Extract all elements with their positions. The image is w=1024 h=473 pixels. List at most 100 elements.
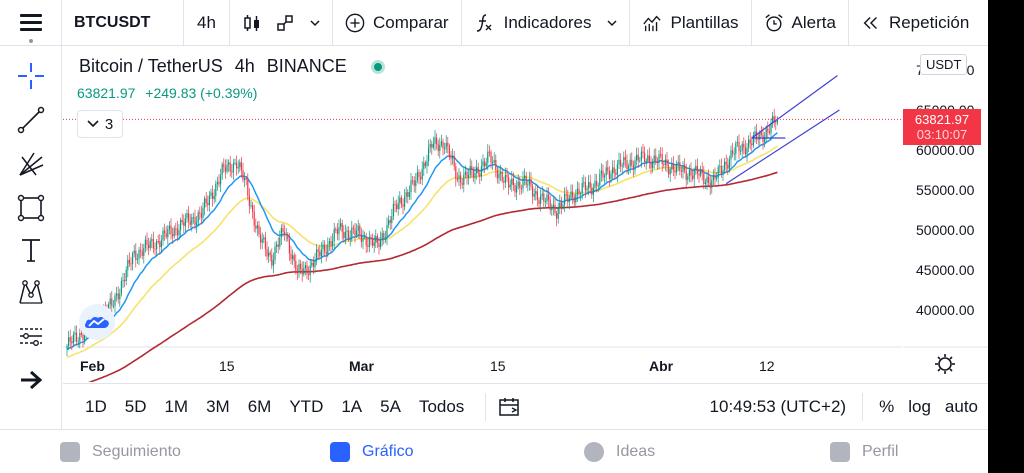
interval-button[interactable]: 4h xyxy=(184,0,230,46)
candle-body xyxy=(639,160,641,162)
candle-body xyxy=(392,203,394,217)
candle-body xyxy=(728,159,730,169)
percent-scale-toggle[interactable]: % xyxy=(879,397,895,416)
indicators-toggle-button[interactable]: 3 xyxy=(77,110,123,138)
menu-button[interactable] xyxy=(0,0,62,46)
pattern-tool[interactable] xyxy=(13,274,49,310)
range-1m[interactable]: 1M xyxy=(164,396,189,416)
replay-button[interactable]: Repetición xyxy=(849,0,981,46)
candle-body xyxy=(421,168,423,180)
crosshair-tool[interactable] xyxy=(13,58,49,94)
compare-button[interactable]: Comparar xyxy=(333,0,462,46)
text-tool[interactable] xyxy=(13,232,49,268)
candle-body xyxy=(173,228,175,237)
candle-body xyxy=(71,341,73,344)
candle-body xyxy=(602,170,604,178)
tradingview-logo[interactable] xyxy=(79,304,115,340)
chart-pane[interactable]: 70000.0065000.0060000.0055000.0050000.00… xyxy=(63,46,988,391)
auto-scale-toggle[interactable]: auto xyxy=(944,397,978,416)
candle-body xyxy=(148,244,150,249)
prediction-tool[interactable] xyxy=(13,318,49,354)
price-chart[interactable]: 70000.0065000.0060000.0055000.0050000.00… xyxy=(63,46,988,391)
menu-icon xyxy=(19,14,42,17)
candle-body xyxy=(247,179,249,196)
candle-body xyxy=(544,201,546,203)
candle-body xyxy=(152,239,154,249)
go-to-date-icon[interactable] xyxy=(498,396,522,418)
range-all[interactable]: Todos xyxy=(418,396,465,416)
divider xyxy=(862,393,864,421)
candle-body xyxy=(376,235,378,243)
candle-body xyxy=(522,177,524,189)
trend-line-tool[interactable] xyxy=(13,102,49,138)
candle-body xyxy=(722,170,724,174)
candle-body xyxy=(226,164,228,172)
candle-body xyxy=(495,159,497,170)
candle-body xyxy=(413,180,415,187)
indicators-button[interactable]: Indicadores xyxy=(462,0,631,46)
candle-body xyxy=(482,161,484,167)
candle-body xyxy=(671,163,673,170)
candle-body xyxy=(629,159,631,167)
candle-body xyxy=(221,164,223,176)
channel-line[interactable] xyxy=(751,75,838,139)
candle-body xyxy=(184,218,186,227)
rectangle-tool[interactable] xyxy=(13,190,49,226)
templates-button[interactable]: Plantillas xyxy=(630,0,752,46)
nav-ideas[interactable]: Ideas xyxy=(584,430,655,473)
candles-icon xyxy=(244,14,259,31)
time-scale[interactable]: Feb 15 Mar 15 Abr 12 xyxy=(80,358,775,374)
range-1a[interactable]: 1A xyxy=(341,396,363,416)
price-tick: 45000.00 xyxy=(916,262,975,278)
pattern-icon xyxy=(19,280,43,304)
candle-body xyxy=(461,182,463,185)
candle-body xyxy=(431,143,433,148)
candle-body xyxy=(271,254,273,266)
nav-watchlist[interactable]: Seguimiento xyxy=(60,430,181,473)
price-scale[interactable]: 70000.0065000.0060000.0055000.0050000.00… xyxy=(916,62,975,318)
settings-icon[interactable] xyxy=(935,354,955,374)
candle-body xyxy=(160,240,162,248)
candle-body xyxy=(341,223,343,233)
candle-body xyxy=(735,143,737,154)
alert-button[interactable]: Alerta xyxy=(752,0,849,46)
symbol-search-button[interactable]: BTCUSDT xyxy=(62,0,184,46)
currency-badge[interactable]: USDT xyxy=(920,54,968,75)
candle-body xyxy=(143,248,145,256)
range-3m[interactable]: 3M xyxy=(206,396,230,416)
divider xyxy=(485,392,487,421)
range-5d[interactable]: 5D xyxy=(124,396,147,416)
candle-body xyxy=(724,161,726,171)
candle-body xyxy=(645,160,647,163)
nav-profile[interactable]: Perfil xyxy=(830,430,898,473)
candle-body xyxy=(124,280,126,282)
candle-body xyxy=(527,184,529,186)
legend-title[interactable]: Bitcoin / TetherUS 4h BINANCE xyxy=(79,56,385,77)
range-ytd[interactable]: YTD xyxy=(289,396,324,416)
candle-body xyxy=(288,239,290,254)
candle-body xyxy=(357,225,359,232)
log-scale-toggle[interactable]: log xyxy=(908,397,931,416)
candle-body xyxy=(396,204,398,210)
candle-body xyxy=(456,179,458,181)
candle-body xyxy=(197,212,199,223)
pitchfork-tool[interactable] xyxy=(13,146,49,182)
clock-timezone[interactable]: 10:49:53 (UTC+2) xyxy=(709,397,847,416)
nav-chart[interactable]: Gráfico xyxy=(330,430,414,473)
candle-body xyxy=(128,259,130,264)
chart-type-button[interactable] xyxy=(230,0,333,46)
candle-body xyxy=(74,332,76,335)
channel-drawing[interactable] xyxy=(725,75,840,185)
candle-body xyxy=(439,145,441,152)
range-1d[interactable]: 1D xyxy=(85,396,107,416)
candle-body xyxy=(380,239,382,248)
lightbulb-icon xyxy=(584,442,604,462)
arrow-tool[interactable] xyxy=(13,362,49,398)
candle-body xyxy=(365,236,367,246)
range-6m[interactable]: 6M xyxy=(247,396,272,416)
candle-body xyxy=(664,159,666,165)
market-status-icon[interactable] xyxy=(370,59,385,74)
channel-line[interactable] xyxy=(725,109,840,185)
range-5a[interactable]: 5A xyxy=(380,396,401,416)
candle-body xyxy=(72,334,74,344)
